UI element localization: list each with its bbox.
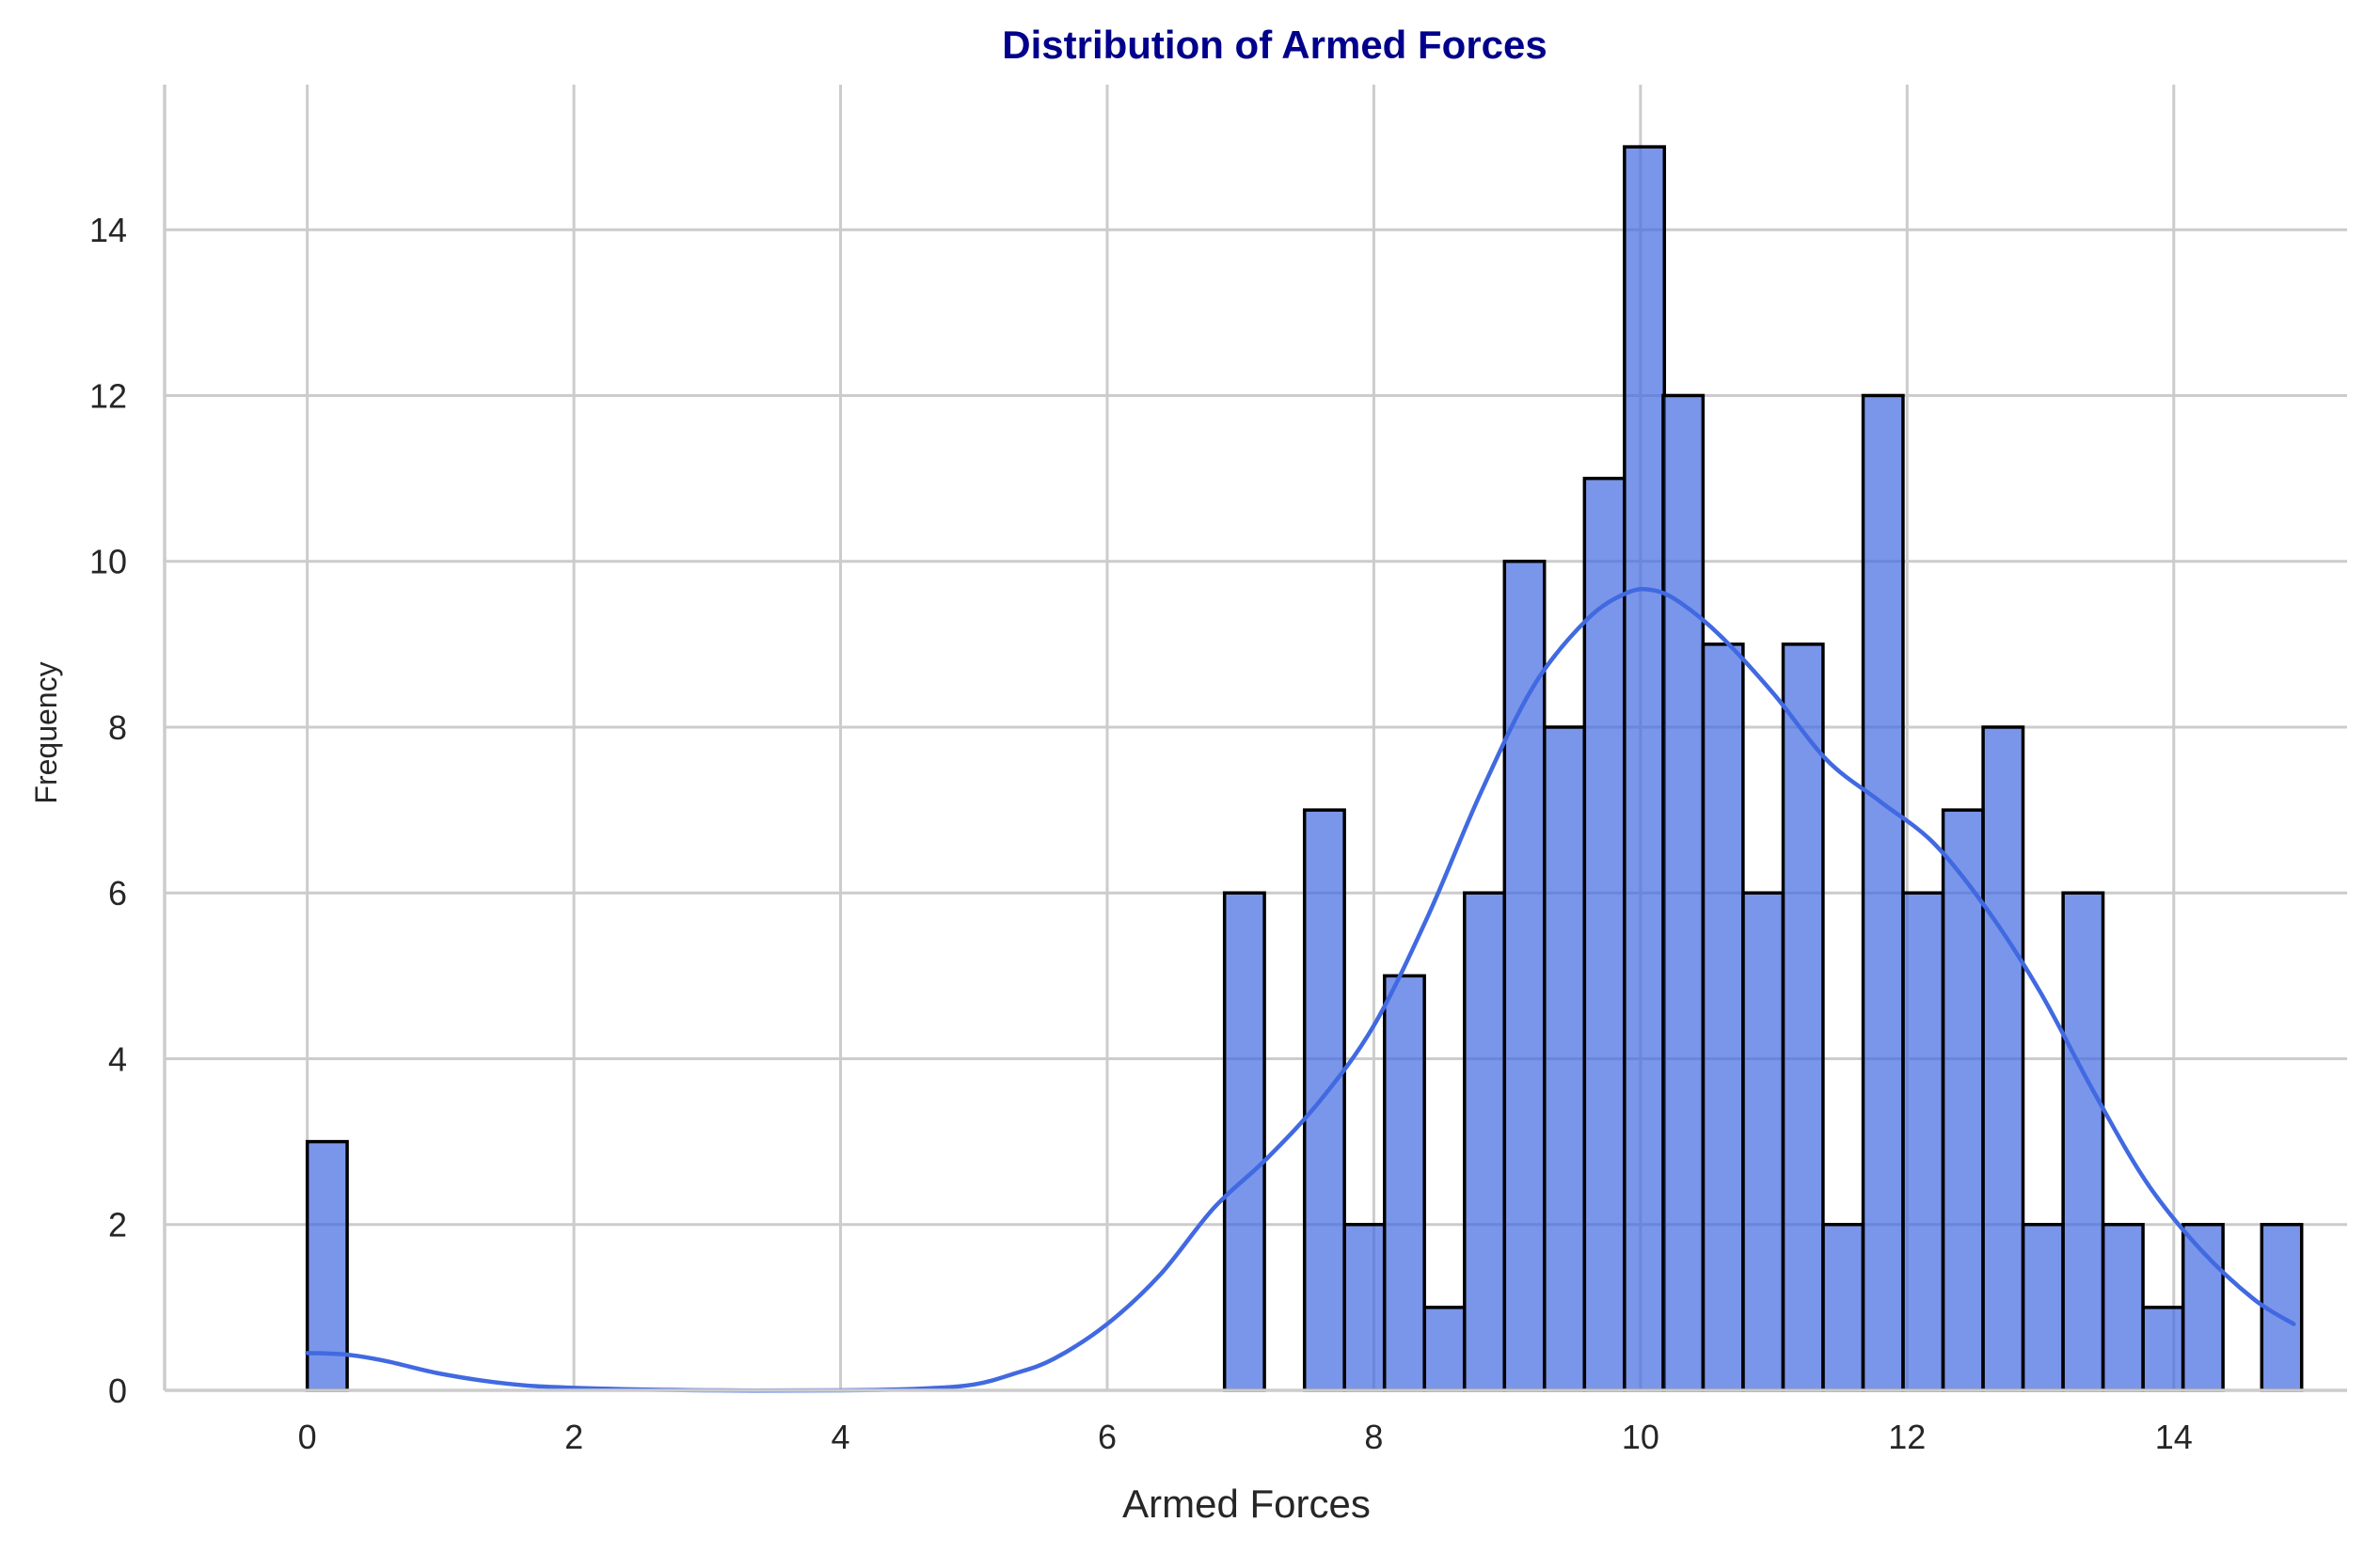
histogram-bar — [1741, 891, 1785, 1392]
x-tick-label: 10 — [1622, 1418, 1659, 1456]
histogram-bar — [1222, 891, 1266, 1392]
x-tick-label: 12 — [1888, 1418, 1926, 1456]
y-tick-label: 14 — [89, 211, 127, 249]
y-tick-label: 2 — [108, 1206, 127, 1245]
x-tick-label: 6 — [1098, 1418, 1117, 1456]
histogram-bar — [1861, 393, 1905, 1392]
histogram-bar — [2141, 1306, 2185, 1392]
y-tick-label: 4 — [108, 1039, 127, 1078]
histogram-bar — [1661, 393, 1706, 1392]
y-tick-label: 0 — [108, 1372, 127, 1410]
histogram-bar — [1383, 974, 1426, 1392]
x-axis-label: Armed Forces — [1122, 1482, 1371, 1526]
chart-title: Distribution of Armed Forces — [1002, 23, 1547, 67]
histogram-bar — [1422, 1306, 1467, 1392]
histogram-bar — [1502, 559, 1547, 1392]
y-tick-label: 8 — [108, 708, 127, 747]
histogram-bar — [2021, 1222, 2065, 1392]
y-axis-label: Frequency — [29, 661, 63, 803]
histogram-bar — [1901, 891, 1945, 1392]
histogram-bar — [1781, 642, 1825, 1392]
histogram-bar — [2101, 1222, 2145, 1392]
histogram-bar — [1302, 808, 1346, 1392]
histogram-bar — [1623, 145, 1667, 1392]
histogram-bars — [305, 145, 2304, 1392]
x-tick-label: 2 — [564, 1418, 583, 1456]
y-tick-label: 12 — [89, 376, 127, 415]
histogram-bar — [1821, 1222, 1865, 1392]
y-tick-label: 6 — [108, 874, 127, 912]
y-tick-label: 10 — [89, 543, 127, 581]
x-tick-label: 14 — [2155, 1418, 2193, 1456]
histogram-bar — [1342, 1222, 1387, 1392]
x-tick-label: 8 — [1364, 1418, 1383, 1456]
histogram-bar — [1701, 642, 1745, 1392]
histogram-bar — [2061, 891, 2105, 1392]
x-tick-labels: 0 2 4 6 8 10 12 14 — [298, 1418, 2193, 1456]
histogram-bar — [1981, 725, 2025, 1392]
y-tick-labels: 0 2 4 6 8 10 12 14 — [89, 211, 127, 1410]
histogram-bar — [1543, 725, 1586, 1392]
histogram-bar — [1463, 891, 1506, 1392]
x-tick-label: 4 — [832, 1418, 850, 1456]
x-tick-label: 0 — [298, 1418, 317, 1456]
